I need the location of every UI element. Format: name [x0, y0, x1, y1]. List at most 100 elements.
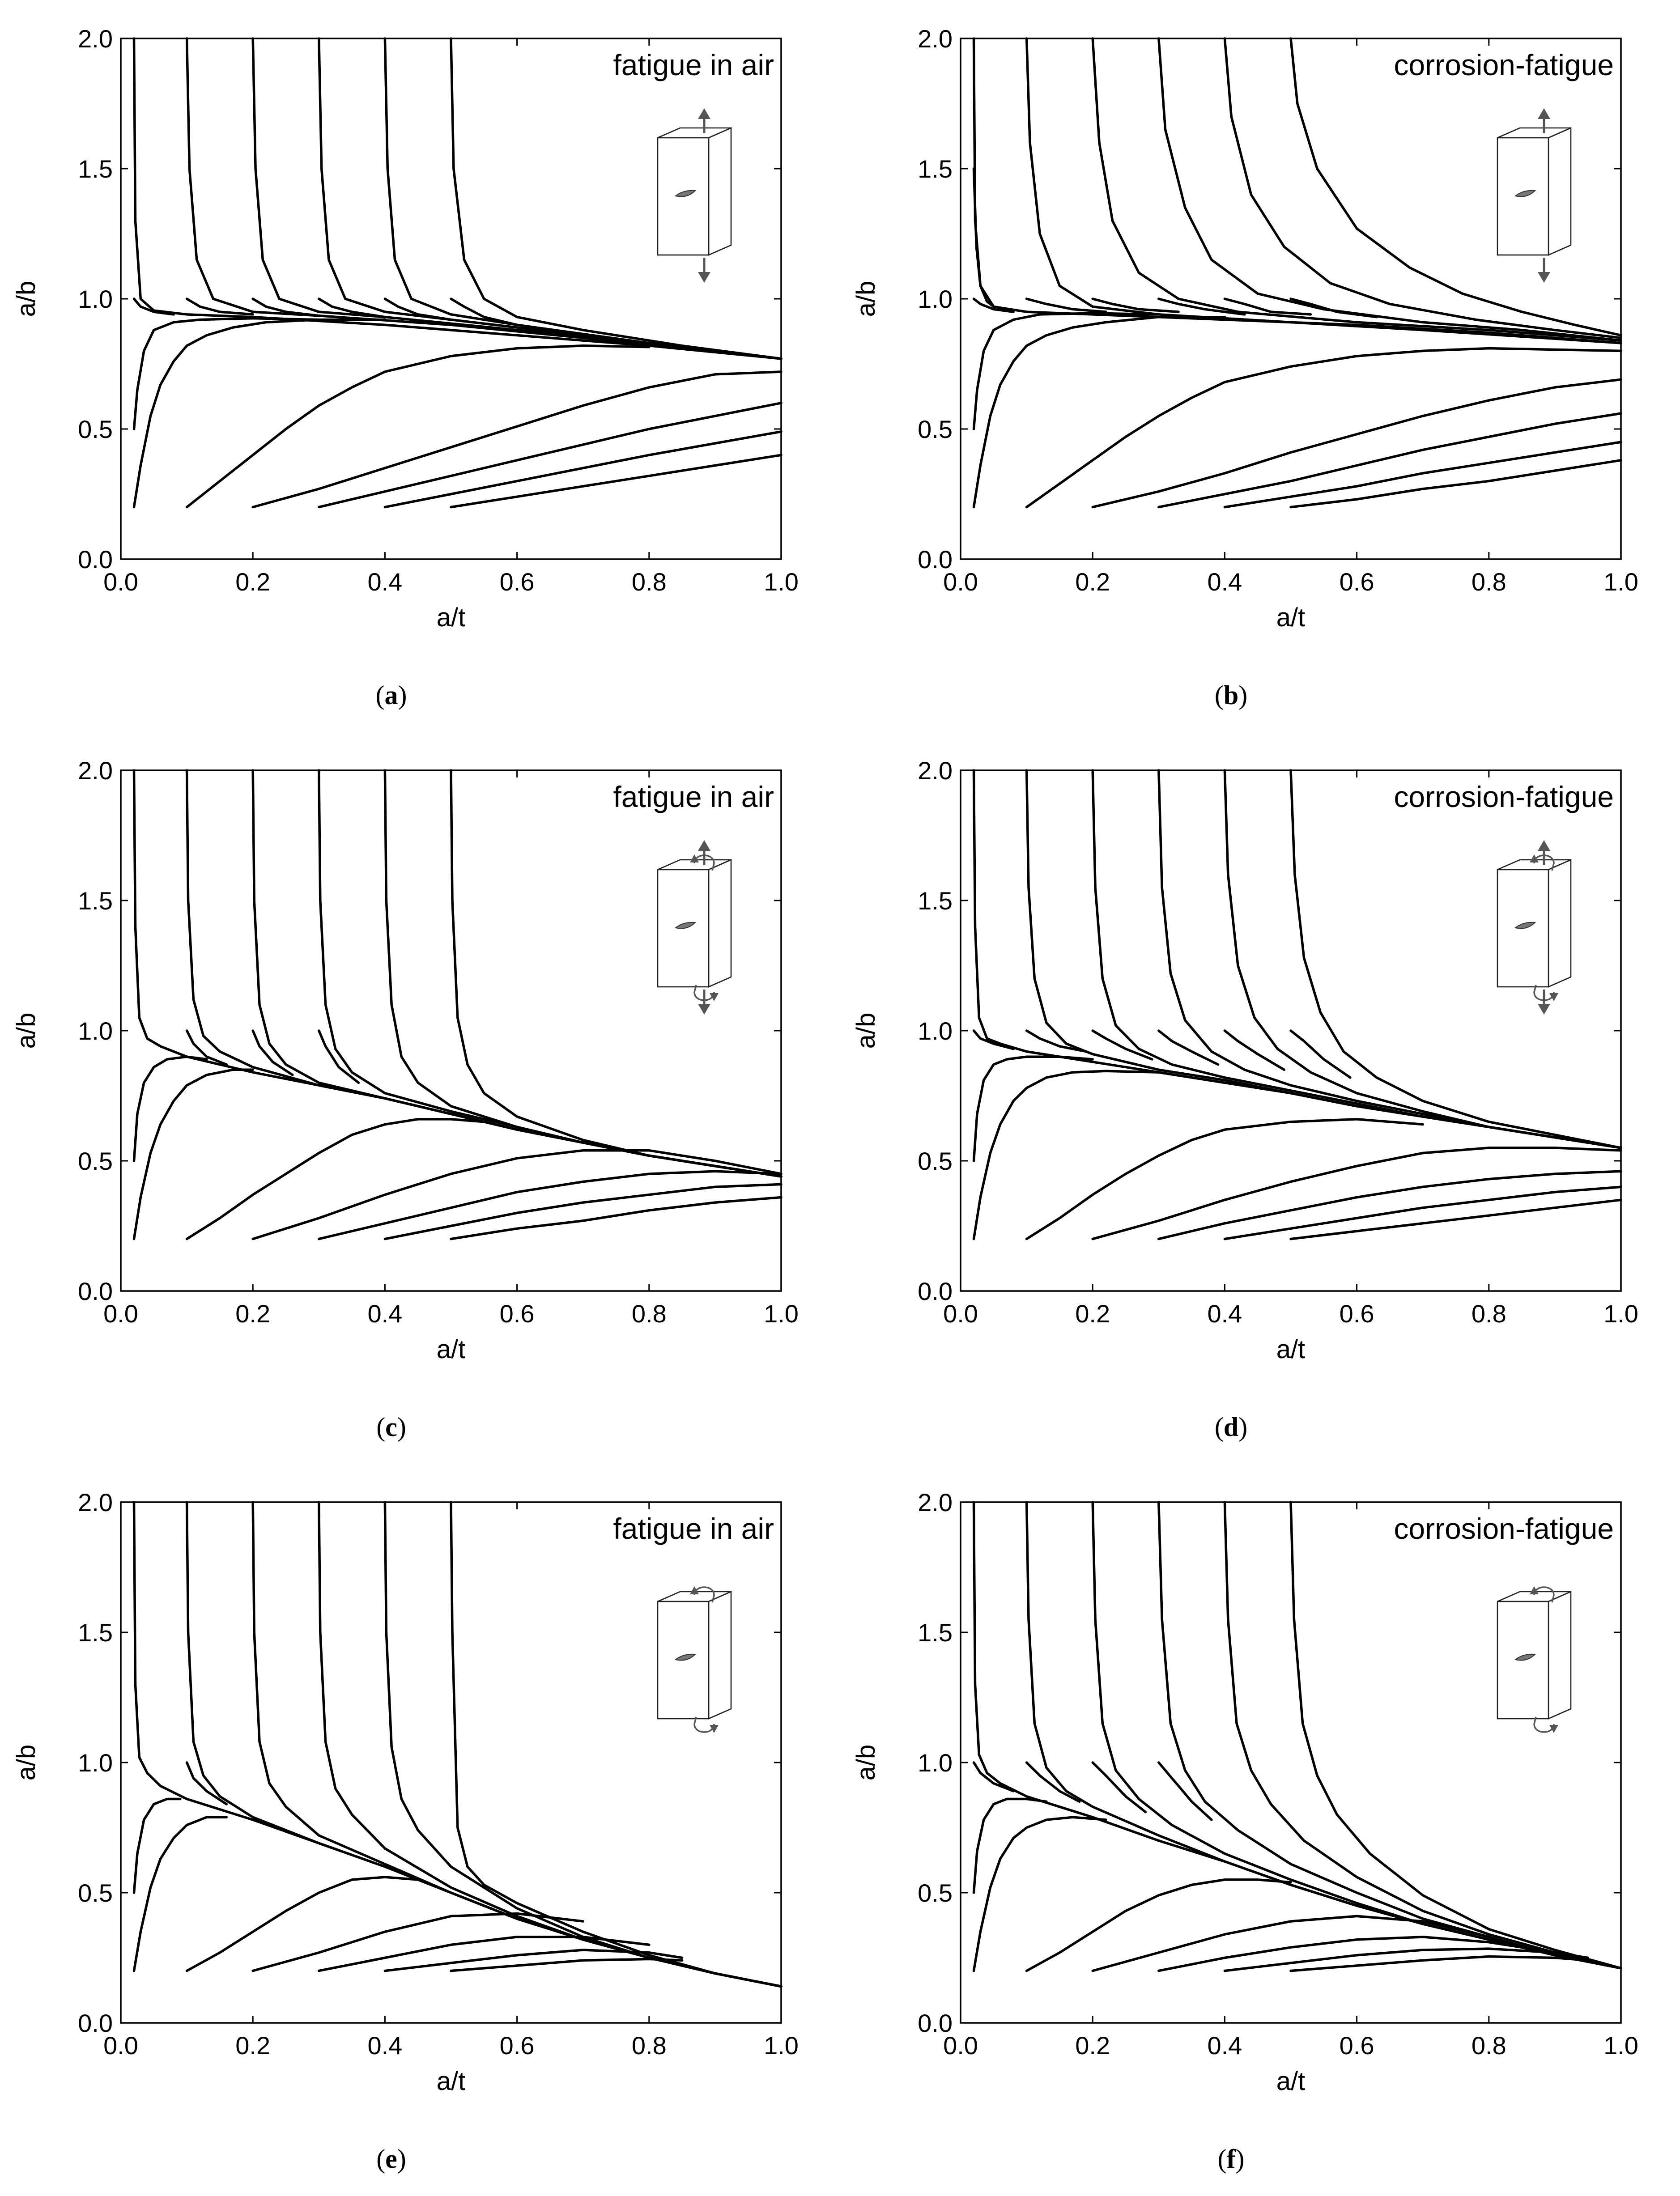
chart-annotation: corrosion-fatigue [1394, 1512, 1614, 1545]
series-line [251, 1912, 584, 1972]
y-tick-label: 1.0 [78, 1749, 113, 1777]
specimen-side-face [708, 1591, 732, 1720]
panel-caption: (e) [376, 2144, 406, 2174]
y-tick-label: 1.5 [918, 155, 953, 183]
series-line [1091, 1501, 1622, 1970]
y-tick-label: 2.0 [918, 1488, 953, 1516]
series-line [383, 1183, 783, 1240]
arrow-head-icon [710, 993, 719, 1001]
series-line [318, 1936, 651, 1972]
y-tick-label: 1.0 [78, 285, 113, 313]
series-line [972, 1055, 1094, 1162]
y-tick-label: 1.5 [918, 887, 953, 915]
x-tick-label: 0.2 [1075, 1300, 1110, 1328]
y-tick-label: 0.5 [78, 1147, 113, 1175]
chart-svg: 0.0 0.2 0.4 0.6 0.8 1.0 0.0 0.5 1.0 1.5 2.0 a/t a/b f… [12, 25, 799, 710]
series-line [251, 370, 783, 509]
arrow-head-icon [698, 840, 710, 851]
y-tick-label: 0.0 [78, 2009, 113, 2037]
x-tick-label: 0.0 [103, 2031, 138, 2060]
series-line [1091, 297, 1180, 313]
y-tick-label: 0.0 [78, 1277, 113, 1305]
x-tick-label: 1.0 [764, 568, 799, 596]
x-tick-label: 0.6 [500, 568, 535, 596]
caption-close: ) [397, 1412, 406, 1442]
series-group [972, 769, 1622, 1240]
specimen-icon [1497, 1586, 1572, 1733]
series-line [1289, 769, 1622, 1149]
series-line [972, 315, 1226, 509]
caption-letter: d [1224, 1412, 1238, 1442]
x-axis-label: a/t [1276, 603, 1306, 632]
y-tick-label: 0.5 [78, 415, 113, 443]
crack-icon [674, 922, 697, 929]
x-tick-label: 1.0 [764, 2031, 799, 2060]
series-line [1157, 1936, 1557, 1972]
specimen-side-face [708, 127, 732, 256]
x-axis-label: a/t [1276, 2067, 1306, 2096]
plot-frame [960, 1501, 1622, 2024]
x-tick-label: 1.0 [764, 1300, 799, 1328]
y-tick-label: 0.5 [78, 1879, 113, 1907]
series-line [1091, 378, 1622, 509]
x-tick-label: 0.6 [1340, 568, 1374, 596]
chart-annotation: fatigue in air [613, 780, 774, 813]
specimen-side-face [1548, 127, 1572, 256]
series-line [318, 297, 387, 319]
specimen-side-face [1548, 1591, 1572, 1720]
series-line [318, 37, 783, 360]
caption-letter: c [385, 1412, 397, 1442]
series-line [132, 1501, 783, 1988]
x-tick-label: 1.0 [1603, 1300, 1638, 1328]
arrow-head-icon [698, 272, 710, 283]
series-line [450, 1958, 684, 1972]
x-tick-label: 0.2 [1075, 568, 1110, 596]
series-line [972, 297, 1015, 313]
arrow-head-icon [690, 854, 699, 862]
specimen-icon [1497, 108, 1572, 283]
series-line [185, 297, 254, 316]
series-line [185, 37, 783, 360]
series-line [185, 1118, 485, 1240]
panel-caption: (c) [376, 1412, 406, 1442]
series-line [383, 37, 783, 360]
series-line [972, 1070, 1160, 1240]
arrow-head-icon [698, 108, 710, 119]
caption-letter: e [385, 2144, 397, 2174]
series-line [1157, 1170, 1622, 1240]
y-tick-label: 2.0 [78, 25, 113, 53]
y-axis-label: a/b [12, 1013, 41, 1049]
series-line [1289, 1501, 1622, 1970]
series-group [132, 769, 783, 1240]
series-line [450, 37, 783, 360]
x-tick-label: 0.0 [943, 2031, 978, 2060]
arrow-head-icon [1530, 854, 1539, 862]
series-line [1289, 459, 1622, 509]
specimen-icon [657, 1586, 732, 1733]
x-tick-label: 0.2 [235, 568, 270, 596]
y-axis-label: a/b [851, 281, 880, 317]
series-line [1157, 297, 1246, 316]
x-axis-label: a/t [437, 603, 466, 632]
series-line [132, 1797, 182, 1894]
series-line [251, 1149, 783, 1240]
chart-svg: 0.0 0.2 0.4 0.6 0.8 1.0 0.0 0.5 1.0 1.5 2.0 a/t a/b c… [851, 756, 1638, 1442]
x-tick-label: 0.8 [1472, 1300, 1506, 1328]
caption-open: ( [376, 680, 385, 710]
series-group [972, 37, 1622, 509]
series-line [132, 37, 783, 360]
y-axis-label: a/b [12, 281, 41, 317]
series-line [1223, 441, 1622, 509]
y-tick-label: 0.5 [918, 1879, 953, 1907]
series-line [1091, 1147, 1622, 1240]
chart-annotation: corrosion-fatigue [1394, 780, 1614, 813]
x-tick-label: 0.4 [367, 568, 402, 596]
series-line [383, 1949, 684, 1972]
x-tick-label: 0.4 [1207, 1300, 1242, 1328]
series-line [450, 1196, 783, 1240]
series-line [972, 1029, 1015, 1050]
series-line [251, 1029, 294, 1076]
series-line [1223, 297, 1312, 316]
series-line [132, 1816, 228, 1972]
